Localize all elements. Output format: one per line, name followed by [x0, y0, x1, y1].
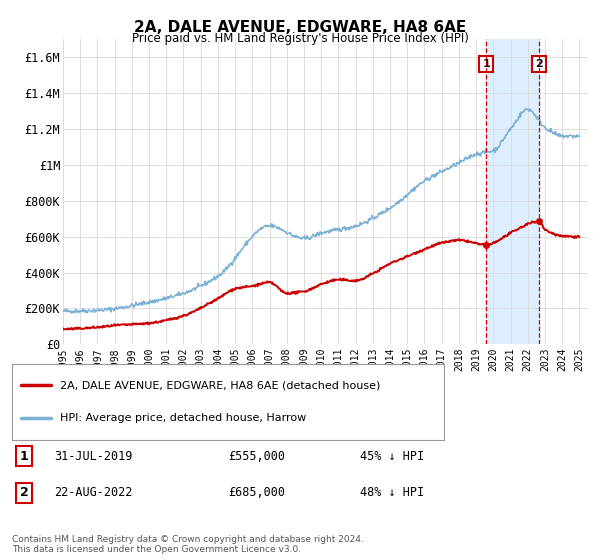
- Text: £685,000: £685,000: [228, 486, 285, 500]
- Text: Price paid vs. HM Land Registry's House Price Index (HPI): Price paid vs. HM Land Registry's House …: [131, 32, 469, 45]
- Text: 45% ↓ HPI: 45% ↓ HPI: [360, 450, 424, 463]
- Text: 1: 1: [20, 450, 28, 463]
- Text: 1: 1: [482, 59, 490, 69]
- Bar: [486, 39, 539, 344]
- Text: 2: 2: [535, 59, 542, 69]
- Text: HPI: Average price, detached house, Harrow: HPI: Average price, detached house, Harr…: [59, 413, 306, 423]
- Text: 31-JUL-2019: 31-JUL-2019: [54, 450, 133, 463]
- Text: 2: 2: [20, 486, 28, 500]
- Text: 2A, DALE AVENUE, EDGWARE, HA8 6AE (detached house): 2A, DALE AVENUE, EDGWARE, HA8 6AE (detac…: [59, 380, 380, 390]
- Text: £555,000: £555,000: [228, 450, 285, 463]
- Text: 48% ↓ HPI: 48% ↓ HPI: [360, 486, 424, 500]
- Text: 22-AUG-2022: 22-AUG-2022: [54, 486, 133, 500]
- Text: Contains HM Land Registry data © Crown copyright and database right 2024.
This d: Contains HM Land Registry data © Crown c…: [12, 535, 364, 554]
- Text: 2A, DALE AVENUE, EDGWARE, HA8 6AE: 2A, DALE AVENUE, EDGWARE, HA8 6AE: [134, 20, 466, 35]
